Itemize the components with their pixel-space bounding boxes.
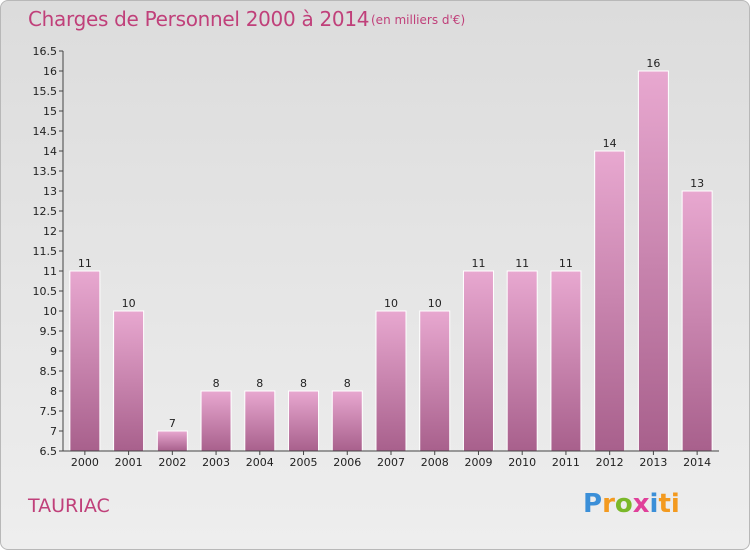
x-axis: 2000 2001 2002 2003 2004 2005 2006 2007 2008 2009… bbox=[63, 450, 719, 469]
y-tick-label: 11.5 bbox=[33, 245, 58, 258]
bar-2007 bbox=[375, 310, 407, 452]
y-tick-label: 10 bbox=[43, 305, 57, 318]
value-label-2007: 10 bbox=[384, 297, 398, 310]
y-tick-label: 7.5 bbox=[40, 405, 58, 418]
x-tick-label-2014: 2014 bbox=[683, 456, 711, 469]
x-tick-label-2004: 2004 bbox=[246, 456, 274, 469]
y-tick-label: 9 bbox=[50, 345, 57, 358]
bar-2010 bbox=[506, 270, 538, 452]
x-tick-label-2013: 2013 bbox=[639, 456, 667, 469]
value-label-2008: 10 bbox=[428, 297, 442, 310]
x-tick-label-2011: 2011 bbox=[552, 456, 580, 469]
y-tick-label: 15 bbox=[43, 105, 57, 118]
bar-2004 bbox=[244, 390, 276, 452]
value-label-2001: 10 bbox=[122, 297, 136, 310]
bar-2008 bbox=[419, 310, 451, 452]
value-label-2010: 11 bbox=[515, 257, 529, 270]
y-tick-label: 16.5 bbox=[33, 45, 58, 58]
bars-group: 11 10 7 8 8 8 8 10 10 11 11 11 14 16 13 bbox=[69, 57, 713, 452]
value-label-2009: 11 bbox=[471, 257, 485, 270]
x-tick-label-2010: 2010 bbox=[508, 456, 536, 469]
bar-2002 bbox=[156, 430, 188, 452]
y-tick-label: 6.5 bbox=[40, 445, 58, 458]
bar-2006 bbox=[331, 390, 363, 452]
x-tick-label-2012: 2012 bbox=[596, 456, 624, 469]
y-tick-label: 9.5 bbox=[40, 325, 58, 338]
x-tick-label-2008: 2008 bbox=[421, 456, 449, 469]
x-tick-label-2005: 2005 bbox=[290, 456, 318, 469]
value-label-2003: 8 bbox=[213, 377, 220, 390]
bar-2011 bbox=[550, 270, 582, 452]
x-tick-label-2009: 2009 bbox=[464, 456, 492, 469]
value-label-2000: 11 bbox=[78, 257, 92, 270]
value-label-2005: 8 bbox=[300, 377, 307, 390]
bar-2000 bbox=[69, 270, 101, 452]
y-tick-label: 8.5 bbox=[40, 365, 58, 378]
y-axis: 6.5 7 7.5 8 8.5 9 9.5 10 10.5 11 11.5 12 12.5 13 13.5 1… bbox=[33, 45, 64, 458]
y-tick-label: 12.5 bbox=[33, 205, 58, 218]
y-tick-label: 10.5 bbox=[33, 285, 58, 298]
chart-subtitle: (en milliers d'€) bbox=[371, 13, 466, 27]
bar-2005 bbox=[288, 390, 320, 452]
proxiti-logo: Proxiti bbox=[583, 489, 680, 519]
y-tick-label: 13.5 bbox=[33, 165, 58, 178]
value-label-2004: 8 bbox=[256, 377, 263, 390]
x-tick-label-2002: 2002 bbox=[158, 456, 186, 469]
x-tick-label-2003: 2003 bbox=[202, 456, 230, 469]
value-label-2002: 7 bbox=[169, 417, 176, 430]
value-label-2014: 13 bbox=[690, 177, 704, 190]
y-tick-label: 14 bbox=[43, 145, 57, 158]
y-tick-label: 14.5 bbox=[33, 125, 58, 138]
y-tick-label: 13 bbox=[43, 185, 57, 198]
value-label-2012: 14 bbox=[603, 137, 617, 150]
x-tick-label-2007: 2007 bbox=[377, 456, 405, 469]
y-tick-label: 15.5 bbox=[33, 85, 58, 98]
x-tick-label-2000: 2000 bbox=[71, 456, 99, 469]
value-label-2006: 8 bbox=[344, 377, 351, 390]
chart-title: Charges de Personnel 2000 à 2014 bbox=[28, 7, 370, 31]
bar-2013 bbox=[637, 70, 669, 452]
bar-2001 bbox=[113, 310, 145, 452]
bar-2003 bbox=[200, 390, 232, 452]
commune-name: TAURIAC bbox=[28, 495, 110, 517]
x-tick-label-2006: 2006 bbox=[333, 456, 361, 469]
y-tick-label: 12 bbox=[43, 225, 57, 238]
bar-2014 bbox=[681, 190, 713, 452]
bar-2012 bbox=[594, 150, 626, 452]
value-label-2011: 11 bbox=[559, 257, 573, 270]
x-tick-label-2001: 2001 bbox=[115, 456, 143, 469]
y-tick-label: 8 bbox=[50, 385, 57, 398]
y-tick-label: 11 bbox=[43, 265, 57, 278]
y-tick-label: 7 bbox=[50, 425, 57, 438]
value-label-2013: 16 bbox=[646, 57, 660, 70]
bar-2009 bbox=[462, 270, 494, 452]
y-tick-label: 16 bbox=[43, 65, 57, 78]
